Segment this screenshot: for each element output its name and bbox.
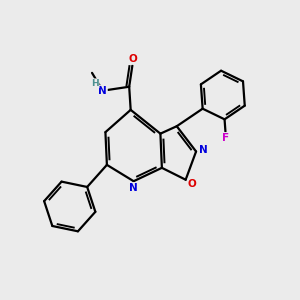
Text: N: N [199,145,208,155]
Text: O: O [188,179,197,189]
Text: N: N [129,183,138,193]
Text: F: F [222,133,230,143]
Text: O: O [129,54,138,64]
Text: H: H [92,79,99,88]
Text: N: N [98,86,107,96]
